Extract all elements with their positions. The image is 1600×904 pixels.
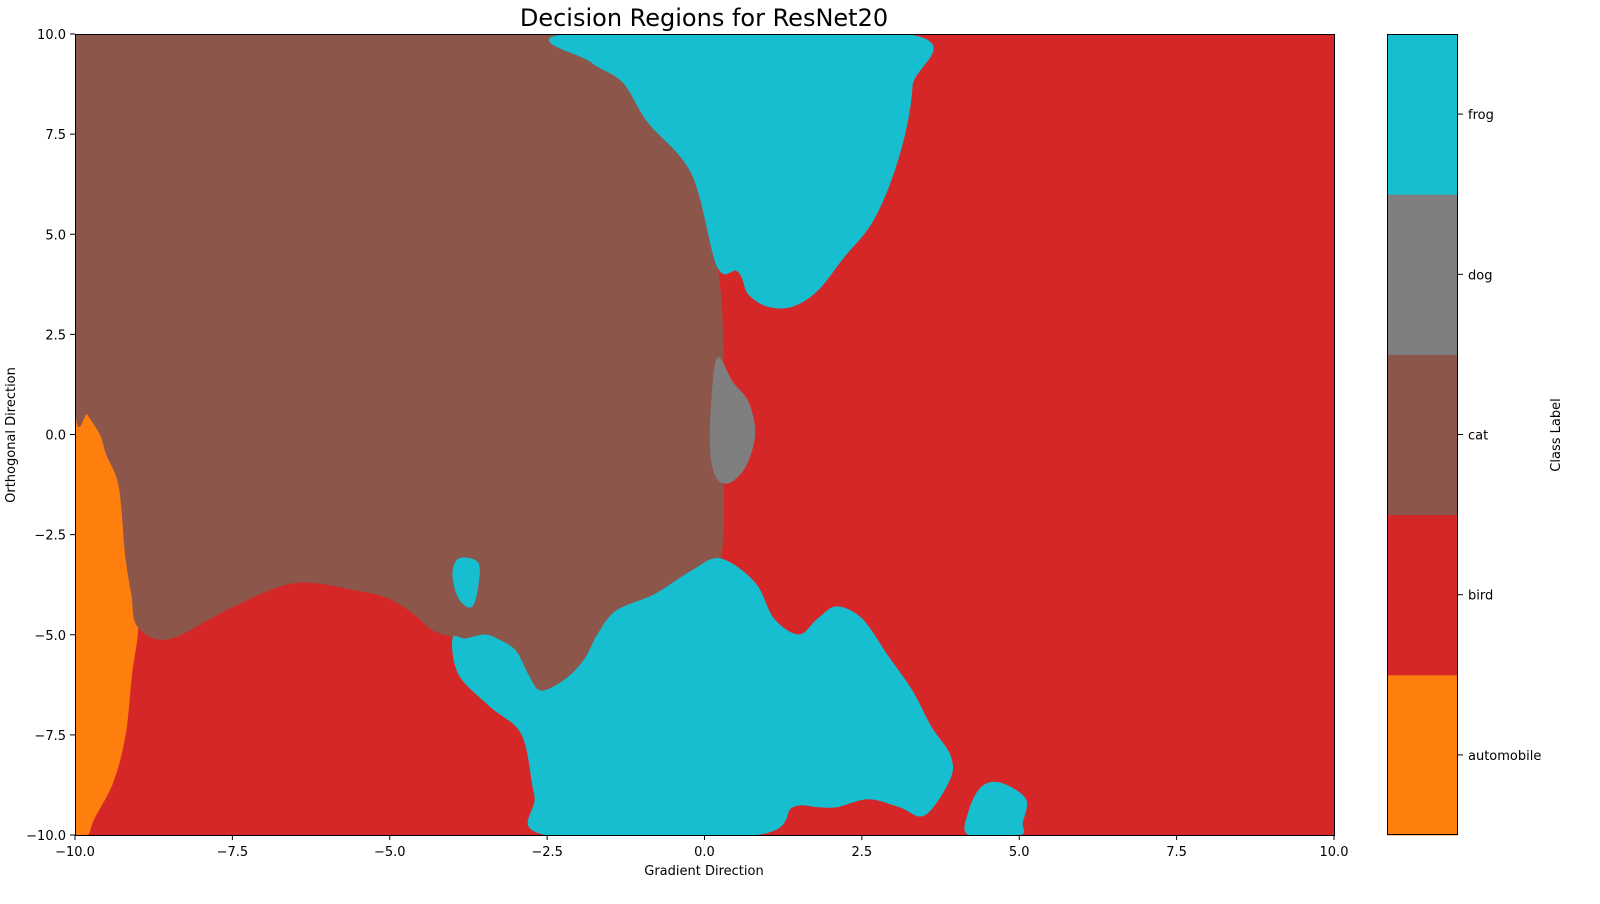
colorbar-swatch-bird (1387, 514, 1458, 676)
colorbar-swatch-dog (1387, 194, 1458, 355)
colorbar-label-automobile: automobile (1468, 749, 1541, 764)
region-frog-6 (964, 781, 1028, 835)
y-tick-label: −2.5 (34, 529, 66, 544)
y-tick-label: 5.0 (45, 228, 66, 243)
colorbar: automobile bird cat dog frog (1387, 34, 1541, 836)
colorbar-label-cat: cat (1468, 429, 1488, 444)
colorbar-label-bird: bird (1468, 589, 1493, 604)
region-frog-2 (548, 34, 934, 309)
y-axis-label: Orthogonal Direction (4, 367, 19, 503)
y-tick-label: −10.0 (26, 829, 66, 844)
region-frog-5 (452, 557, 480, 608)
chart-title: Decision Regions for ResNet20 (520, 4, 888, 32)
plot-area (75, 34, 1334, 835)
y-tick-label: −5.0 (34, 629, 66, 644)
region-dog-3 (709, 357, 756, 484)
region-cat-1 (75, 34, 725, 692)
x-tick-label: 7.5 (1166, 845, 1187, 860)
y-tick-label: 0.0 (45, 429, 66, 444)
y-tick-label: −7.5 (34, 729, 66, 744)
y-axis: −10.0 −7.5 −5.0 −2.5 0.0 2.5 5.0 7.5 10.0 (26, 28, 75, 844)
x-axis-label: Gradient Direction (644, 864, 763, 879)
colorbar-label-frog: frog (1468, 108, 1494, 123)
y-tick-label: 7.5 (45, 128, 66, 143)
x-axis: −10.0 −7.5 −5.0 −2.5 0.0 2.5 5.0 7.5 10.0 (55, 835, 1348, 860)
x-tick-label: 0.0 (694, 845, 715, 860)
colorbar-swatch-frog (1387, 34, 1458, 195)
x-tick-label: −5.0 (374, 845, 406, 860)
x-tick-label: −2.5 (531, 845, 563, 860)
colorbar-label: Class Label (1549, 398, 1564, 471)
x-tick-label: 5.0 (1009, 845, 1030, 860)
x-tick-label: −7.5 (217, 845, 249, 860)
x-tick-label: 10.0 (1320, 845, 1349, 860)
y-tick-label: 2.5 (45, 328, 66, 343)
colorbar-frame (1387, 34, 1458, 835)
colorbar-swatch-automobile (1387, 674, 1458, 836)
x-tick-label: 2.5 (852, 845, 873, 860)
x-tick-label: −10.0 (55, 845, 95, 860)
colorbar-swatch-cat (1387, 354, 1458, 516)
colorbar-label-dog: dog (1468, 268, 1492, 283)
region-frog-4 (452, 558, 954, 835)
y-tick-label: 10.0 (37, 28, 66, 43)
